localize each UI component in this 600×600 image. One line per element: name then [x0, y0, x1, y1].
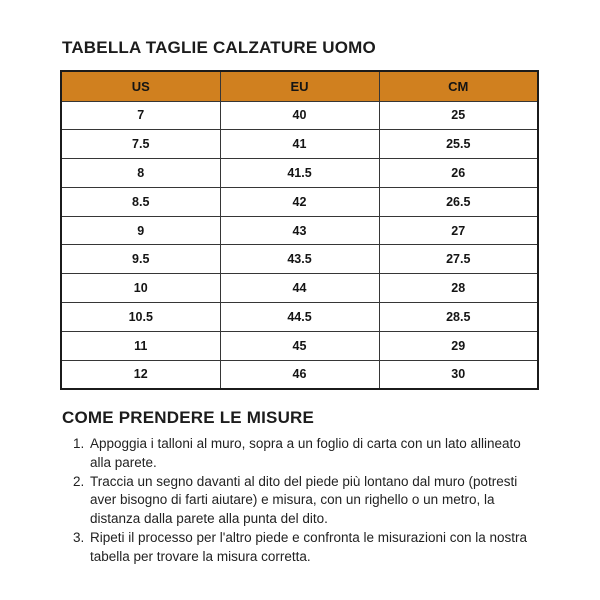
column-header-us: US	[60, 70, 221, 102]
size-cell: 7.5	[60, 129, 221, 160]
size-cell: 25	[378, 100, 539, 131]
column-header-eu: EU	[219, 70, 380, 102]
table-row: 12 46 30	[60, 359, 539, 390]
size-cell: 8	[60, 158, 221, 188]
size-cell: 28.5	[378, 302, 539, 332]
size-cell: 45	[219, 330, 380, 361]
table-row: 10 44 28	[60, 273, 539, 304]
size-cell: 44.5	[219, 302, 380, 332]
column-header-cm: CM	[378, 70, 539, 102]
table-row: 10.5 44.5 28.5	[60, 302, 539, 332]
instruction-step: Appoggia i talloni al muro, sopra a un f…	[88, 435, 540, 473]
size-cell: 46	[219, 359, 380, 390]
table-row: 7 40 25	[60, 100, 539, 131]
table-row: 9 43 27	[60, 215, 539, 246]
size-cell: 27	[378, 215, 539, 246]
table-row: 9.5 43.5 27.5	[60, 244, 539, 275]
section-heading: COME PRENDERE LE MISURE	[62, 408, 315, 427]
table-row: 8 41.5 26	[60, 158, 539, 188]
size-cell: 9	[60, 215, 221, 246]
size-cell: 27.5	[378, 244, 539, 275]
size-cell: 28	[378, 273, 539, 304]
size-cell: 11	[60, 330, 221, 361]
size-table: US EU CM 7 40 25 7.5 41 25.5 8 41.5 26 8.5 42 26.5 9 43…	[60, 70, 539, 390]
table-row: 8.5 42 26.5	[60, 186, 539, 217]
size-cell: 10.5	[60, 302, 221, 332]
size-cell: 40	[219, 100, 380, 131]
size-cell: 42	[219, 186, 380, 217]
size-cell: 10	[60, 273, 221, 304]
size-cell: 12	[60, 359, 221, 390]
size-cell: 44	[219, 273, 380, 304]
size-cell: 25.5	[378, 129, 539, 160]
size-cell: 29	[378, 330, 539, 361]
size-cell: 9.5	[60, 244, 221, 275]
size-table-body: 7 40 25 7.5 41 25.5 8 41.5 26 8.5 42 26.5 9 43 27 9.5 43…	[60, 100, 539, 390]
size-cell: 43	[219, 215, 380, 246]
size-cell: 26	[378, 158, 539, 188]
measurement-steps: Appoggia i talloni al muro, sopra a un f…	[62, 435, 540, 567]
size-table-head: US EU CM	[60, 70, 539, 102]
table-row: 7.5 41 25.5	[60, 129, 539, 160]
size-cell: 43.5	[219, 244, 380, 275]
table-row: 11 45 29	[60, 330, 539, 361]
size-cell: 41	[219, 129, 380, 160]
size-table-header-row: US EU CM	[60, 70, 539, 102]
instruction-step: Ripeti il processo per l'altro piede e c…	[88, 529, 540, 567]
size-cell: 30	[378, 359, 539, 390]
size-cell: 8.5	[60, 186, 221, 217]
size-cell: 26.5	[378, 186, 539, 217]
instruction-step: Traccia un segno davanti al dito del pie…	[88, 473, 540, 529]
page-title: TABELLA TAGLIE CALZATURE UOMO	[62, 38, 376, 57]
size-cell: 7	[60, 100, 221, 131]
size-cell: 41.5	[219, 158, 380, 188]
